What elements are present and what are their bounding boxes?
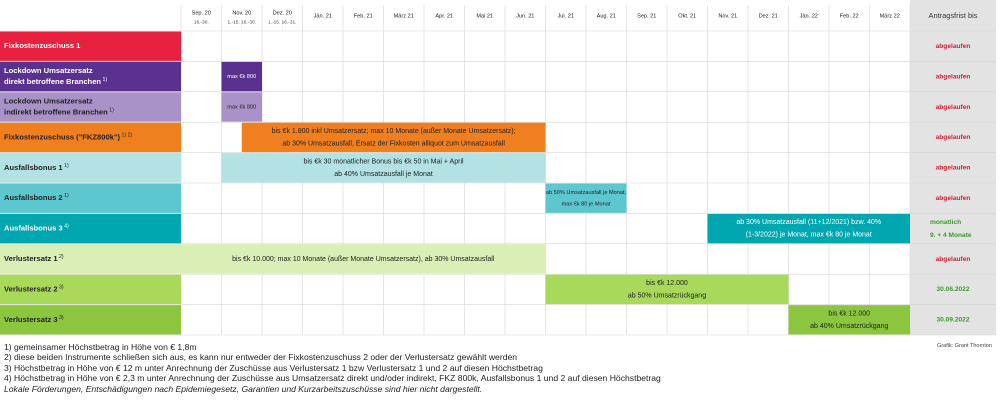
footnote-2: 2) diese beiden Instrumente schließen si… [4, 352, 518, 363]
bar-text: max €k 800 [227, 104, 256, 110]
header-month-label: Okt. 21 [678, 13, 696, 19]
row-label-footnote-ref: 2) [58, 254, 64, 260]
header-month-label: Aug. 21 [597, 13, 616, 19]
row-label-cell [0, 244, 181, 274]
bar-text: bis €k 10.000; max 10 Monate (außer Mona… [232, 256, 495, 263]
row-label: Verlustersatz 1 2) [4, 254, 64, 263]
row-label-cell [0, 213, 181, 244]
timeline-bar [221, 92, 262, 122]
header-month-label: Apr. 21 [435, 13, 453, 19]
deadline-value: abgelaufen [936, 165, 971, 172]
header-month-label: Jän. 22 [800, 13, 818, 19]
row-label-footnote-ref: 1) [108, 108, 114, 114]
row-label: Ausfallsbonus 1 1) [4, 163, 69, 172]
row-label-line2: indirekt betroffene Branchen 1) [4, 108, 114, 117]
timeline-bar [545, 274, 789, 305]
header-month-label: Sep. 21 [637, 13, 656, 19]
header-month-label: Sep. 20 [192, 10, 211, 16]
row-label-cell [0, 61, 181, 92]
footnote-1: 1) gemeinsamer Höchstbetrag in Höhe von … [4, 342, 197, 352]
bar-text: bis €k 30 monatlicher Bonus bis €k 50 in… [303, 158, 464, 165]
deadline-value: abgelaufen [936, 43, 971, 50]
bar-text: bis €k 1.800 inkl Umsatzersatz; max 10 M… [272, 128, 516, 135]
header-month-label: Jun. 21 [516, 13, 534, 19]
footnote-4: 4) Höchstbetrag in Höhe von € 2,3 m unte… [4, 373, 661, 384]
deadline-value: 9. + 4 Monate [930, 232, 972, 239]
deadline-header: Antragsfrist bis [929, 11, 978, 20]
row-label: Ausfallsbonus 2 1) [4, 193, 69, 202]
row-label: Fixkostenzuschuss 1 [4, 41, 81, 50]
timeline-bar [707, 213, 910, 244]
header-month-label: März 22 [880, 13, 900, 19]
bar-text: ab 50% Umsatzrückgang [628, 293, 706, 300]
deadline-value: 30.06.2022 [936, 286, 969, 293]
header-month-label: Jul. 21 [558, 13, 574, 19]
row-label: Verlustersatz 3 3) [4, 315, 64, 324]
header-sub-label: 1.-15. 16.-31. [268, 19, 297, 25]
chart-credit: Grafik: Grant Thornton [937, 343, 992, 349]
row-label-footnote-ref: 1) 2) [120, 133, 132, 139]
deadline-value: abgelaufen [936, 195, 971, 202]
bar-text: (1-3/2022) je Monat, max €k 80 je Monat [746, 232, 872, 239]
timeline-bar [241, 122, 546, 153]
deadline-value: abgelaufen [936, 256, 971, 263]
row-label-cell [0, 122, 181, 153]
bar-text: max €k 800 [227, 74, 256, 80]
header-month-label: Feb. 22 [840, 13, 859, 19]
header-month-label: Dez. 20 [273, 10, 292, 16]
row-label-footnote-ref: 3) [58, 285, 64, 291]
row-label: Ausfallsbonus 3 4) [4, 224, 69, 233]
timeline-bar [221, 61, 262, 92]
header-sub-label: 1.-15. 16.-30. [227, 19, 256, 25]
deadline-value: abgelaufen [936, 73, 971, 80]
row-label-cell [0, 31, 181, 61]
header-sub-label: 16.-30. [194, 19, 209, 25]
row-label-cell [0, 92, 181, 122]
row-label-line1: Lockdown Umsatzersatz [4, 66, 93, 75]
header-month-label: Nov. 20 [232, 10, 251, 16]
bar-text: ab 30% Umsatzausfall (11+12/2021) bzw. 4… [736, 219, 881, 226]
bar-text: ab 40% Umsatzrückgang [810, 323, 888, 330]
row-label-footnote-ref: 3) [58, 315, 64, 321]
header-month-label: Jän. 21 [314, 13, 332, 19]
row-label: Fixkostenzuschuss ("FKZ800k") 1) 2) [4, 132, 132, 141]
row-label-cell [0, 274, 181, 305]
timeline-bar [221, 153, 546, 183]
row-label-footnote-ref: 1) [101, 77, 107, 83]
header-month-label: Nov. 21 [718, 13, 737, 19]
row-label-footnote-ref: 1) [63, 163, 69, 169]
timeline-bar [788, 305, 910, 335]
row-label-footnote-ref: 1) [63, 194, 69, 200]
timeline-bar [545, 183, 627, 213]
bar-text: ab 30% Umsatzausfall, Ersatz der Fixkost… [282, 141, 505, 148]
header-month-label: Feb. 21 [354, 13, 373, 19]
timeline-bar [181, 244, 546, 274]
deadline-value: monatlich [930, 219, 961, 226]
header-month-label: Dez. 21 [759, 13, 778, 19]
row-label-cell [0, 153, 181, 183]
row-label: Verlustersatz 2 3) [4, 284, 64, 293]
row-label-line2: direkt betroffene Branchen 1) [4, 77, 107, 86]
row-label-line1: Lockdown Umsatzersatz [4, 97, 93, 106]
bar-text: bis €k 12.000 [646, 280, 688, 287]
deadline-value: abgelaufen [936, 134, 971, 141]
deadline-column-bg [910, 0, 996, 335]
deadline-value: 30.09.2022 [936, 317, 969, 324]
header-month-label: Mai 21 [476, 13, 493, 19]
row-label-cell [0, 183, 181, 213]
bar-text: ab 50% Umsatzausfall je Monat, [546, 190, 627, 196]
bar-text: ab 40% Umsatzausfall je Monat [334, 171, 432, 178]
deadline-value: abgelaufen [936, 104, 971, 111]
bar-text: max €k 80 je Monat [562, 201, 611, 207]
row-label-cell [0, 305, 181, 335]
footnote-3: 3) Höchstbetrag in Höhe von € 12 m unter… [4, 362, 543, 373]
footnote-italic: Lokale Förderungen, Entschädigungen nach… [4, 383, 483, 394]
footnotes: 1) gemeinsamer Höchstbetrag in Höhe von … [4, 342, 904, 394]
header-month-label: März 21 [394, 13, 414, 19]
bar-text: bis €k 12.000 [828, 310, 870, 317]
row-label-footnote-ref: 4) [63, 224, 69, 230]
